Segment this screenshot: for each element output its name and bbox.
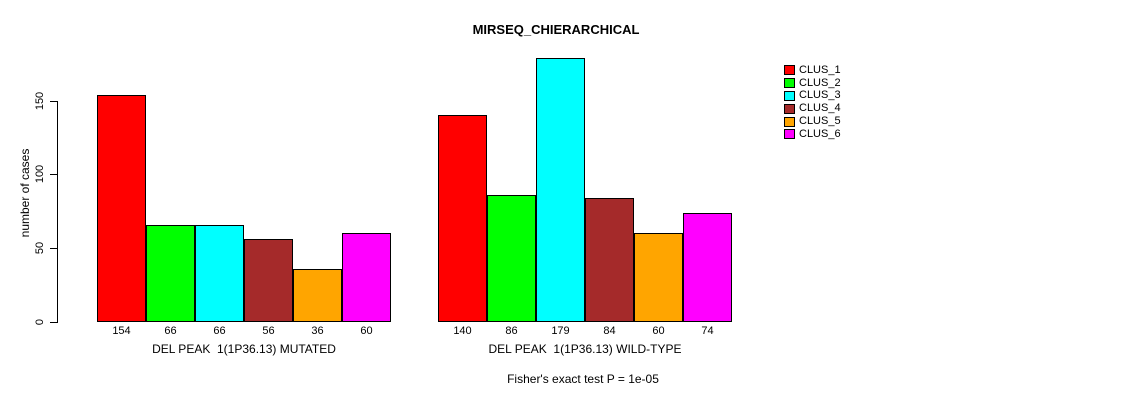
bar-clus_1 (438, 115, 487, 322)
y-tick-label: 50 (34, 242, 46, 255)
bar-clus_1 (97, 94, 146, 322)
legend-item-label: CLUS_1 (799, 63, 841, 76)
bar-value-label: 140 (453, 325, 472, 337)
legend-item-label: CLUS_3 (799, 89, 841, 102)
y-tick (50, 100, 57, 102)
bar-value-label: 60 (652, 325, 665, 337)
legend-item: CLUS_1 (784, 64, 841, 77)
legend: CLUS_1 CLUS_2 CLUS_3 CLUS_4 CLUS_5 CLUS_6 (784, 64, 841, 141)
y-tick (50, 322, 57, 323)
y-tick-label: 0 (34, 318, 46, 326)
bar-value-label: 84 (603, 325, 616, 337)
bar-clus_6 (342, 233, 391, 322)
legend-item: CLUS_2 (784, 77, 841, 90)
chart-title: MIRSEQ_CHIERARCHICAL (472, 22, 640, 37)
legend-item-label: CLUS_2 (799, 76, 841, 89)
y-tick-label: 150 (34, 91, 46, 110)
bar-clus_6 (683, 212, 732, 322)
legend-item-label: CLUS_4 (799, 102, 841, 115)
group-axis-label: DEL PEAK 1(1P36.13) MUTATED (152, 342, 336, 356)
bar-value-label: 36 (311, 325, 324, 337)
bar-clus_2 (146, 224, 195, 322)
bar-clus_3 (195, 224, 244, 322)
bar-clus_5 (293, 268, 342, 322)
group-axis-label: DEL PEAK 1(1P36.13) WILD-TYPE (488, 342, 682, 356)
legend-item: CLUS_5 (784, 115, 841, 128)
bar-clus_5 (634, 233, 683, 322)
legend-item: CLUS_3 (784, 90, 841, 103)
bar-value-label: 66 (164, 325, 177, 337)
bar-clus_3 (536, 57, 585, 322)
bar-value-label: 56 (262, 325, 275, 337)
bar-value-label: 154 (112, 325, 131, 337)
legend-color-swatch (784, 78, 795, 89)
bar-value-label: 60 (360, 325, 373, 337)
y-axis-line (57, 100, 58, 323)
y-tick (50, 174, 57, 176)
y-axis-label: number of cases (18, 148, 32, 238)
bar-value-label: 86 (505, 325, 518, 337)
legend-item-label: CLUS_6 (799, 127, 841, 140)
legend-color-swatch (784, 103, 795, 114)
legend-item: CLUS_6 (784, 128, 841, 141)
bar-clus_4 (585, 198, 634, 322)
legend-color-swatch (784, 129, 795, 140)
y-tick (50, 248, 57, 250)
legend-color-swatch (784, 90, 795, 101)
bar-value-label: 66 (213, 325, 226, 337)
legend-item-label: CLUS_5 (799, 115, 841, 128)
bar-value-label: 179 (551, 325, 570, 337)
bar-clus_4 (244, 239, 293, 322)
y-tick-label: 100 (34, 165, 46, 184)
legend-color-swatch (784, 65, 795, 76)
bar-value-label: 74 (701, 325, 714, 337)
legend-color-swatch (784, 116, 795, 127)
annotation-fishers-test: Fisher's exact test P = 1e-05 (507, 372, 659, 386)
bar-clus_2 (487, 195, 536, 322)
legend-item: CLUS_4 (784, 102, 841, 115)
